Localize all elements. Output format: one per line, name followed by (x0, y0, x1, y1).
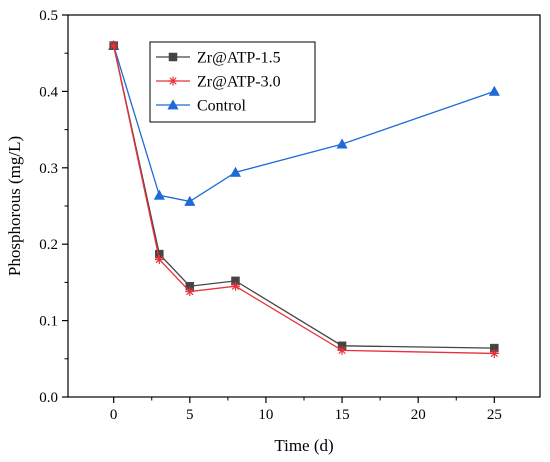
data-point (154, 254, 164, 264)
data-point (184, 195, 196, 206)
data-point (489, 348, 499, 358)
data-point (488, 85, 500, 96)
legend-label: Control (197, 98, 246, 115)
y-tick-label: 0.2 (39, 237, 58, 253)
series-line (113, 45, 495, 355)
series-line (113, 45, 495, 349)
y-axis: 0.0 0.1 0.2 0.3 0.4 0.5 (39, 8, 68, 406)
data-point (230, 281, 240, 291)
data-point (185, 287, 195, 297)
series-line (113, 45, 495, 203)
series-layer (108, 39, 500, 358)
data-point (229, 166, 242, 177)
legend-marker (168, 52, 178, 62)
y-tick-label: 0.3 (39, 161, 58, 177)
series-zr-atp-3-0 (109, 41, 499, 358)
y-tick-label: 0.4 (39, 84, 58, 100)
x-axis-title: Time (d) (274, 436, 333, 455)
y-tick-label: 0.0 (39, 390, 58, 406)
x-tick-label: 25 (487, 407, 502, 423)
data-point (153, 189, 165, 200)
legend-marker (167, 99, 179, 110)
y-tick-label: 0.1 (39, 314, 58, 330)
y-axis-title: Phosphorous (mg/L) (5, 136, 24, 276)
x-tick-label: 15 (335, 407, 350, 423)
legend-item: Zr@ATP-1.5 (156, 50, 281, 67)
data-point (336, 138, 348, 149)
x-tick-label: 20 (411, 407, 426, 423)
x-tick-label: 10 (258, 407, 273, 423)
data-point (109, 41, 119, 51)
legend-label: Zr@ATP-1.5 (197, 50, 281, 67)
legend-marker (168, 76, 178, 86)
legend-item: Zr@ATP-3.0 (156, 74, 281, 91)
legend-label: Zr@ATP-3.0 (197, 74, 281, 91)
legend-item: Control (156, 98, 246, 115)
x-tick-label: 0 (110, 407, 118, 423)
data-point (337, 345, 347, 355)
x-tick-label: 5 (186, 407, 194, 423)
y-tick-label: 0.5 (39, 8, 58, 24)
legend: Zr@ATP-1.5 Zr@ATP-3.0 Control (149, 41, 316, 123)
x-axis: 0 5 10 15 20 25 (110, 397, 502, 423)
